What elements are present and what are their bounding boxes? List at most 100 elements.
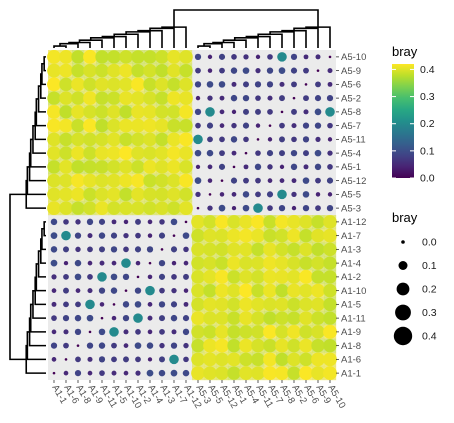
cell-point [251, 214, 265, 229]
cell-point [155, 187, 169, 202]
cell-point [167, 201, 181, 215]
cell-point [107, 173, 121, 188]
cell-point [71, 63, 85, 78]
colorbar [392, 64, 414, 178]
cell-point [303, 54, 309, 60]
cell-point [131, 63, 145, 78]
cell-point [76, 344, 80, 347]
cell-point [279, 81, 285, 87]
cell-point [287, 311, 301, 325]
cell-point [167, 105, 181, 119]
cell-point [191, 270, 205, 284]
cell-point [239, 256, 253, 270]
cell-point [323, 311, 337, 325]
cell-point [239, 270, 253, 284]
cell-point [59, 63, 73, 78]
y-tick-label: A5-1 [341, 162, 361, 173]
dendrogram-branch [222, 39, 247, 48]
y-tick-label: A5-11 [341, 135, 366, 146]
dendrogram-branch [32, 290, 46, 319]
cell-point [275, 228, 289, 243]
cell-point [143, 77, 157, 92]
cell-point [111, 342, 117, 349]
cell-point [203, 297, 217, 312]
cell-point [147, 233, 153, 238]
cell-point [311, 338, 325, 353]
cell-point [267, 54, 273, 60]
cell-point [110, 287, 118, 294]
cell-point [71, 187, 85, 202]
size-key-point [393, 326, 413, 346]
cell-point [302, 122, 310, 129]
cell-point [86, 314, 94, 322]
cell-point [195, 164, 201, 170]
cell-point [275, 311, 289, 325]
cell-point [98, 287, 106, 294]
cell-point [131, 118, 145, 133]
cell-point [155, 77, 169, 92]
cell-point [95, 173, 109, 188]
cell-point [287, 297, 301, 312]
cell-point [215, 352, 229, 367]
cell-point [83, 77, 97, 92]
cell-point [99, 260, 105, 266]
cell-point [191, 256, 205, 270]
y-tick-label: A1-11 [341, 313, 366, 324]
cell-point [215, 256, 229, 270]
cell-point [135, 232, 141, 239]
cell-point [99, 302, 105, 307]
cell-point [275, 242, 289, 257]
cell-point [275, 256, 289, 270]
cell-point [167, 50, 181, 64]
cell-point [183, 301, 189, 307]
cell-point [47, 118, 61, 133]
cell-point [135, 218, 141, 225]
cell-point [59, 49, 73, 64]
cell-point [83, 160, 97, 174]
cell-point [47, 187, 61, 202]
cell-point [155, 105, 169, 119]
cell-point [291, 81, 297, 88]
cell-point [254, 81, 262, 88]
cell-point [227, 256, 241, 270]
cell-point [99, 370, 105, 376]
cell-point [263, 338, 277, 353]
cell-point [191, 366, 205, 380]
cell-point [169, 354, 179, 365]
cell-point [50, 259, 58, 267]
y-tick-label: A5-10 [341, 52, 366, 63]
cell-point [327, 150, 333, 156]
cell-point [290, 163, 298, 171]
cell-point [159, 219, 165, 225]
cell-point [255, 108, 261, 115]
cell-point [143, 187, 157, 202]
cell-point [299, 297, 313, 312]
cell-point [134, 301, 142, 308]
cell-point [218, 204, 226, 212]
cell-point [51, 288, 57, 293]
cell-point [86, 342, 94, 349]
cell-point [63, 246, 69, 253]
y-tick-label: A1-8 [341, 341, 361, 352]
cell-point [193, 134, 203, 145]
cell-point [183, 246, 189, 253]
cell-point [123, 219, 129, 225]
cell-point [86, 218, 94, 226]
cell-point [147, 302, 153, 307]
cell-point [303, 150, 309, 157]
cell-point [170, 301, 178, 308]
cell-point [131, 91, 145, 105]
cell-point [119, 132, 133, 147]
cell-point [303, 95, 309, 102]
cell-point [277, 52, 287, 62]
cell-point [256, 138, 260, 141]
cell-point [206, 81, 214, 88]
size-key-point [398, 261, 408, 270]
cell-point [251, 366, 265, 380]
cell-point [179, 118, 193, 133]
y-tick-label: A1-5 [341, 300, 361, 311]
cell-point [231, 122, 237, 129]
cell-point [155, 146, 169, 160]
cell-point [59, 187, 73, 202]
cell-point [323, 352, 337, 367]
